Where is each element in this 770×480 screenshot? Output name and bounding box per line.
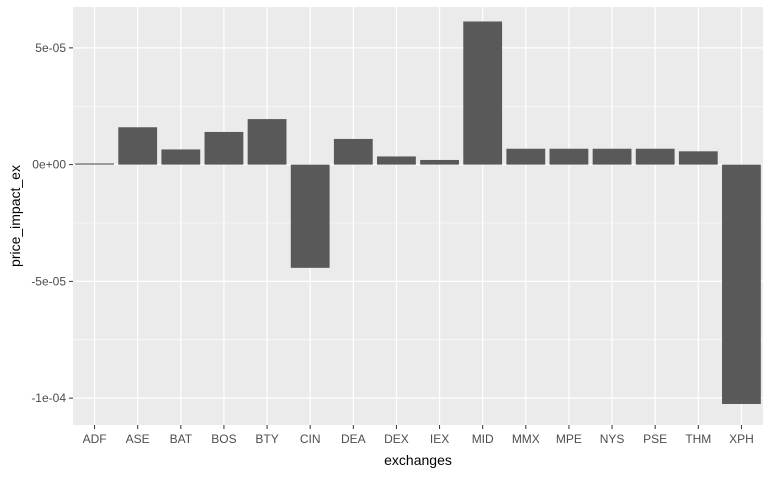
bar-dea (333, 138, 373, 165)
x-tick-label: BAT (170, 432, 193, 446)
bar-bos (204, 131, 244, 165)
bar-bat (161, 149, 201, 165)
x-tick-label: ADF (83, 432, 107, 446)
bar-iex (420, 159, 459, 165)
x-tick-label: ASE (126, 432, 150, 446)
x-tick-label: MPE (556, 432, 582, 446)
x-tick-label: PSE (643, 432, 667, 446)
bar-adf (75, 163, 114, 165)
bar-mid (463, 21, 503, 165)
bar-bty (247, 119, 287, 165)
y-tick-label: 5e-05 (35, 41, 66, 55)
y-tick-label: -1e-04 (31, 391, 66, 405)
bar-cin (290, 164, 330, 268)
minor-gridlines (73, 105, 763, 341)
bar-thm (678, 151, 718, 165)
y-tick-label: 0e+00 (32, 158, 66, 172)
bars (75, 21, 761, 404)
y-tick-label: -5e-05 (31, 274, 66, 288)
x-tick-label: DEX (384, 432, 409, 446)
bar-pse (635, 148, 675, 165)
bar-dex (377, 156, 416, 165)
bar-nys (592, 148, 632, 165)
bar-xph (722, 164, 761, 404)
x-tick-label: MMX (512, 432, 540, 446)
x-tick-label: DEA (341, 432, 366, 446)
x-axis-title: exchanges (384, 452, 452, 468)
bar-mmx (506, 148, 546, 165)
y-axis: 5e-05 0e+00 -5e-05 -1e-04 (31, 41, 73, 405)
x-tick-label: THM (685, 432, 711, 446)
x-tick-label: IEX (430, 432, 449, 446)
x-tick-label: BOS (211, 432, 236, 446)
x-tick-label: CIN (300, 432, 321, 446)
y-axis-title: price_impact_ex (7, 165, 23, 267)
plot-panel (73, 7, 763, 425)
x-axis: ADF ASE BAT BOS BTY CIN DEA DEX IEX MID MMX MPE NYS P… (83, 425, 754, 446)
bar-mpe (549, 148, 589, 165)
bar-ase (118, 127, 158, 165)
x-tick-label: BTY (255, 432, 278, 446)
x-tick-label: MID (472, 432, 494, 446)
x-tick-label: XPH (729, 432, 754, 446)
x-tick-label: NYS (600, 432, 625, 446)
